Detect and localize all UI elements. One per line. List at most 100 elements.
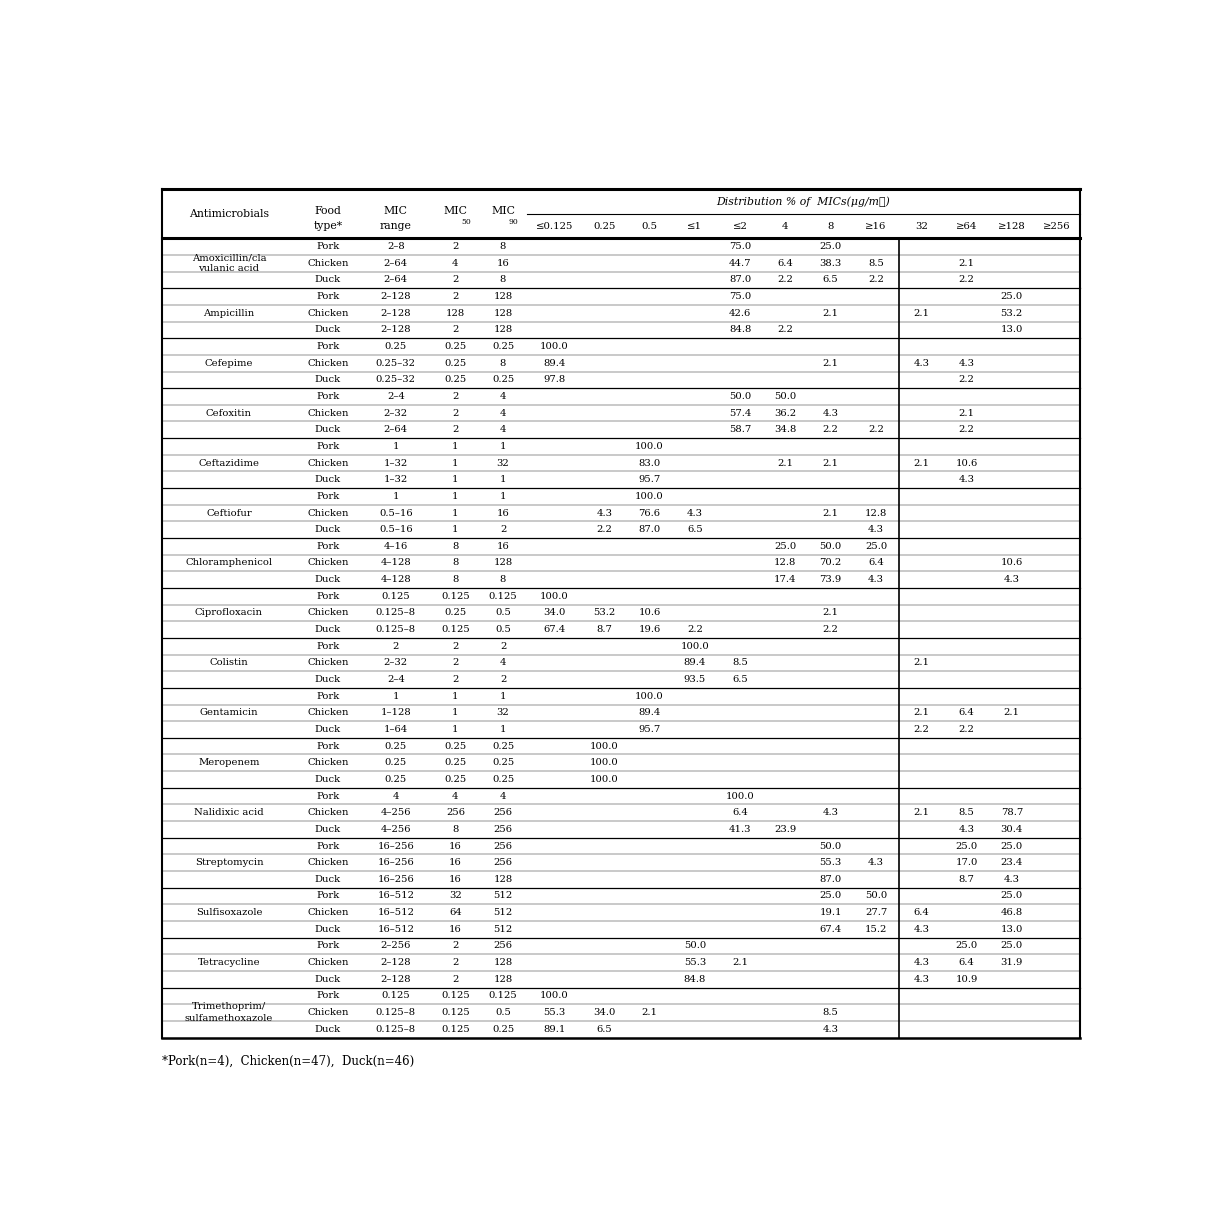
- Text: 8: 8: [452, 825, 459, 834]
- Text: Pork: Pork: [316, 692, 339, 700]
- Text: 0.25: 0.25: [492, 376, 515, 384]
- Text: 512: 512: [493, 925, 512, 934]
- Text: Distribution % of  MICs(μg/mℓ): Distribution % of MICs(μg/mℓ): [716, 196, 890, 207]
- Text: 0.125: 0.125: [382, 591, 411, 601]
- Text: 2–128: 2–128: [381, 974, 411, 984]
- Text: 128: 128: [493, 974, 512, 984]
- Text: 2.1: 2.1: [913, 659, 929, 667]
- Text: 75.0: 75.0: [728, 293, 751, 301]
- Text: 2.1: 2.1: [778, 459, 794, 468]
- Text: Chicken: Chicken: [307, 958, 349, 967]
- Text: 8.7: 8.7: [959, 875, 975, 884]
- Text: 128: 128: [446, 308, 465, 318]
- Text: 16–256: 16–256: [377, 875, 414, 884]
- Text: 2–64: 2–64: [384, 275, 408, 284]
- Text: 6.4: 6.4: [869, 558, 884, 568]
- Text: 55.3: 55.3: [684, 958, 705, 967]
- Text: Duck: Duck: [315, 475, 341, 485]
- Text: 1: 1: [452, 508, 459, 518]
- Text: Pork: Pork: [316, 341, 339, 351]
- Text: 1–32: 1–32: [384, 459, 408, 468]
- Text: 2–32: 2–32: [384, 409, 408, 417]
- Text: 87.0: 87.0: [639, 525, 661, 534]
- Text: 8: 8: [500, 575, 506, 584]
- Text: 2.1: 2.1: [823, 359, 838, 367]
- Text: 17.4: 17.4: [774, 575, 796, 584]
- Text: 25.0: 25.0: [774, 542, 796, 551]
- Text: Chicken: Chicken: [307, 759, 349, 767]
- Text: 2.1: 2.1: [913, 308, 929, 318]
- Text: 0.25: 0.25: [445, 742, 466, 750]
- Text: 16–512: 16–512: [377, 925, 414, 934]
- Text: 0.125: 0.125: [441, 1009, 470, 1017]
- Text: type*: type*: [313, 222, 342, 231]
- Text: 2.2: 2.2: [869, 425, 884, 435]
- Text: 4.3: 4.3: [913, 958, 929, 967]
- Text: 55.3: 55.3: [819, 858, 842, 867]
- Text: 38.3: 38.3: [819, 258, 842, 268]
- Text: Ampicillin: Ampicillin: [203, 308, 255, 318]
- Text: Cefepime: Cefepime: [204, 359, 254, 367]
- Text: Chicken: Chicken: [307, 608, 349, 617]
- Text: 4.3: 4.3: [869, 858, 884, 867]
- Text: 2–256: 2–256: [381, 941, 411, 951]
- Text: 83.0: 83.0: [639, 459, 661, 468]
- Text: Pork: Pork: [316, 641, 339, 651]
- Text: 2.1: 2.1: [823, 308, 838, 318]
- Text: 34.0: 34.0: [593, 1009, 616, 1017]
- Text: ≥128: ≥128: [998, 222, 1026, 230]
- Text: 0.25: 0.25: [492, 341, 515, 351]
- Text: Gentamicin: Gentamicin: [199, 709, 259, 717]
- Text: 0.25: 0.25: [445, 359, 466, 367]
- Text: 16: 16: [449, 875, 461, 884]
- Text: 2.1: 2.1: [913, 459, 929, 468]
- Text: 2: 2: [500, 641, 506, 651]
- Text: 0.25: 0.25: [593, 222, 616, 230]
- Text: 2.1: 2.1: [958, 258, 975, 268]
- Text: Amoxicillin/cla
vulanic acid: Amoxicillin/cla vulanic acid: [192, 253, 266, 273]
- Text: 1–32: 1–32: [384, 475, 408, 485]
- Text: 15.2: 15.2: [865, 925, 887, 934]
- Text: 95.7: 95.7: [639, 725, 661, 734]
- Text: 4.3: 4.3: [869, 525, 884, 534]
- Text: 64: 64: [449, 908, 461, 917]
- Text: 1: 1: [500, 475, 506, 485]
- Text: 31.9: 31.9: [1000, 958, 1023, 967]
- Text: 50.0: 50.0: [819, 842, 842, 851]
- Text: 2–8: 2–8: [387, 242, 405, 251]
- Text: 1: 1: [500, 492, 506, 501]
- Text: 2–128: 2–128: [381, 293, 411, 301]
- Text: Ceftiofur: Ceftiofur: [207, 508, 251, 518]
- Text: 2: 2: [452, 242, 459, 251]
- Text: 0.125–8: 0.125–8: [376, 608, 416, 617]
- Text: 1: 1: [452, 725, 459, 734]
- Text: 1: 1: [452, 475, 459, 485]
- Text: Pork: Pork: [316, 591, 339, 601]
- Text: 8: 8: [827, 222, 834, 230]
- Text: 100.0: 100.0: [726, 792, 755, 800]
- Text: 76.6: 76.6: [639, 508, 661, 518]
- Text: 100.0: 100.0: [635, 492, 664, 501]
- Text: 32: 32: [914, 222, 928, 230]
- Text: 2.1: 2.1: [913, 808, 929, 818]
- Text: 100.0: 100.0: [540, 591, 569, 601]
- Text: 4–128: 4–128: [381, 558, 411, 568]
- Text: 4–128: 4–128: [381, 575, 411, 584]
- Text: 2.2: 2.2: [959, 725, 975, 734]
- Text: ≥256: ≥256: [1044, 222, 1070, 230]
- Text: 84.8: 84.8: [728, 326, 751, 334]
- Text: 2–128: 2–128: [381, 958, 411, 967]
- Text: 8: 8: [452, 575, 459, 584]
- Text: 6.4: 6.4: [913, 908, 929, 917]
- Text: 0.125–8: 0.125–8: [376, 1009, 416, 1017]
- Text: 2: 2: [393, 641, 399, 651]
- Text: 0.125–8: 0.125–8: [376, 625, 416, 634]
- Text: Pork: Pork: [316, 542, 339, 551]
- Text: 1: 1: [393, 492, 399, 501]
- Text: 2: 2: [452, 676, 459, 684]
- Text: 2: 2: [452, 326, 459, 334]
- Text: 4.3: 4.3: [869, 575, 884, 584]
- Text: 0.25: 0.25: [445, 759, 466, 767]
- Text: 0.25: 0.25: [384, 341, 407, 351]
- Text: Duck: Duck: [315, 575, 341, 584]
